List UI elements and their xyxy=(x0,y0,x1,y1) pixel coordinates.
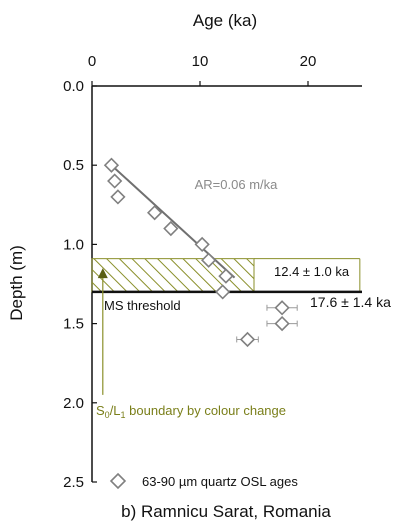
boundary-label-l: /L xyxy=(110,403,121,418)
boundary-arrow-head xyxy=(97,268,108,279)
data-point xyxy=(163,220,179,237)
x-axis-title: Age (ka) xyxy=(193,11,257,30)
data-point xyxy=(215,284,231,300)
chart-title: b) Ramnicu Sarat, Romania xyxy=(121,502,331,521)
boundary-label-s-sub: 0 xyxy=(105,410,110,420)
x-tick-label: 20 xyxy=(300,53,317,70)
boundary-label: S0/L1 boundary by colour change xyxy=(96,403,286,420)
x-ticks: 0 10 20 xyxy=(88,53,317,86)
y-tick-label: 2.5 xyxy=(63,474,84,491)
data-point xyxy=(274,300,290,316)
y-tick-label: 1.0 xyxy=(63,236,84,253)
legend-label: 63-90 µm quartz OSL ages xyxy=(142,474,298,489)
y-tick-label: 0.5 xyxy=(63,157,84,174)
legend-marker-diamond-icon xyxy=(109,472,127,490)
ms-threshold-label: MS threshold xyxy=(104,298,181,313)
boundary-label-l-sub: 1 xyxy=(121,410,126,420)
data-point xyxy=(103,157,120,173)
y-axis-title: Depth (m) xyxy=(7,245,26,321)
data-point xyxy=(201,252,217,268)
age-annotation-upper: 12.4 ± 1.0 ka xyxy=(274,264,350,279)
data-point xyxy=(147,205,163,221)
data-points xyxy=(103,157,298,348)
y-tick-label: 1.5 xyxy=(63,316,84,333)
y-ticks: 0.0 0.5 1.0 1.5 2.0 2.5 xyxy=(63,78,97,491)
age-annotation-lower: 17.6 ± 1.4 ka xyxy=(310,294,391,310)
data-point xyxy=(218,268,234,284)
x-tick-label: 0 xyxy=(88,53,96,70)
data-point xyxy=(110,189,126,205)
x-tick-label: 10 xyxy=(192,53,209,70)
data-point xyxy=(274,315,290,332)
y-tick-label: 0.0 xyxy=(63,78,84,95)
data-point xyxy=(107,173,123,189)
data-point xyxy=(194,236,210,253)
data-point xyxy=(239,331,256,348)
ar-annotation: AR=0.06 m/ka xyxy=(195,177,279,192)
boundary-label-rest: boundary by colour change xyxy=(126,403,286,418)
boundary-label-s: S xyxy=(96,403,105,418)
legend: 63-90 µm quartz OSL ages xyxy=(109,472,298,490)
y-tick-label: 2.0 xyxy=(63,395,84,412)
